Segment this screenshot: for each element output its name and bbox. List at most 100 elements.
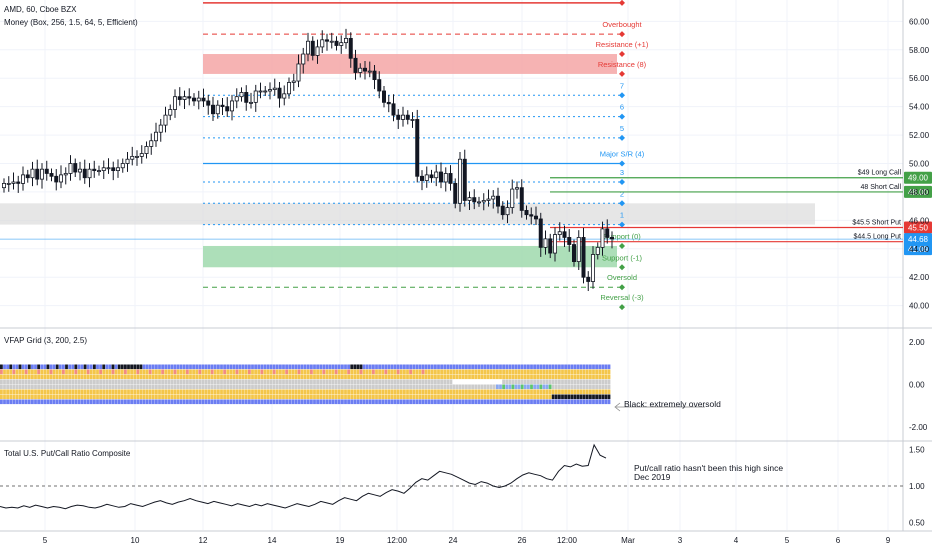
vfap-cell-2-94 [291, 374, 295, 380]
vfap-cell-2-154 [477, 374, 481, 380]
vfap-cell-3-108 [334, 379, 338, 385]
vfap-cell-6-42 [130, 394, 133, 400]
vfap-cell-4-163 [505, 384, 509, 390]
vfap-cell-3-156 [483, 379, 487, 385]
vfap-cell-7-138 [427, 399, 431, 405]
vfap-cell-6-111 [344, 394, 347, 400]
vfap-cell-6-128 [396, 394, 400, 400]
vfap-cell-4-156 [483, 384, 487, 390]
candle-body-1 [6, 183, 11, 185]
vfap-cell-2-13 [40, 374, 44, 380]
vfap-cell-1-110 [341, 369, 344, 375]
vfap-cell-5-122 [378, 389, 381, 395]
vfap-cell-6-103 [319, 394, 323, 400]
vfap-pane-title[interactable]: VFAP Grid (3, 200, 2.5) [4, 336, 88, 345]
vfap-cell-7-161 [499, 399, 502, 405]
vfap-cell-3-127 [393, 379, 397, 385]
vfap-cell-3-61 [189, 379, 192, 385]
vfap-cell-1-106 [328, 369, 332, 375]
vfap-cell-0-75 [232, 364, 236, 370]
level-marker-0 [619, 0, 625, 6]
vfap-cell-4-9 [27, 384, 31, 390]
vfap-cell-1-104 [322, 369, 326, 375]
vfap-cell-2-156 [483, 374, 487, 380]
vfap-cell-6-192 [595, 394, 598, 400]
vfap-cell-3-153 [474, 379, 478, 385]
vfap-cell-7-178 [551, 399, 555, 405]
vfap-cell-1-196 [607, 369, 611, 375]
vfap-cell-0-143 [443, 364, 447, 370]
vfap-cell-4-33 [102, 384, 106, 390]
vfap-cell-6-127 [393, 394, 397, 400]
vfap-cell-6-87 [269, 394, 273, 400]
vfap-cell-0-114 [353, 364, 357, 370]
vfap-cell-0-101 [313, 364, 316, 370]
vfap-cell-7-171 [530, 399, 533, 405]
vfap-cell-0-120 [372, 364, 375, 370]
vfap-cell-0-30 [93, 364, 96, 370]
vfap-cell-1-10 [31, 369, 34, 375]
vfap-cell-0-78 [241, 364, 245, 370]
vfap-cell-2-171 [530, 374, 533, 380]
vfap-cell-2-42 [130, 374, 133, 380]
vfap-cell-1-189 [585, 369, 589, 375]
vfap-cell-5-16 [49, 389, 53, 395]
vfap-cell-6-184 [570, 394, 574, 400]
candle-body-50 [239, 92, 244, 98]
vfap-cell-3-179 [554, 379, 558, 385]
vfap-cell-1-24 [74, 369, 78, 375]
vfap-cell-1-67 [207, 369, 211, 375]
vfap-cell-5-115 [356, 389, 360, 395]
vfap-cell-2-35 [108, 374, 112, 380]
vfap-cell-5-173 [536, 389, 540, 395]
vfap-cell-3-96 [297, 379, 301, 385]
vfap-cell-1-192 [595, 369, 598, 375]
vfap-cell-1-16 [49, 369, 53, 375]
vfap-cell-0-95 [294, 364, 298, 370]
vfap-cell-7-184 [570, 399, 574, 405]
vfap-cell-3-165 [511, 379, 515, 385]
vfap-cell-4-103 [319, 384, 323, 390]
vfap-cell-5-42 [130, 389, 133, 395]
vfap-cell-4-145 [449, 384, 453, 390]
vfap-cell-0-135 [418, 364, 422, 370]
vfap-cell-4-168 [520, 384, 524, 390]
vfap-cell-0-100 [310, 364, 313, 370]
indicator-info[interactable]: Money (Box, 256, 1.5, 64, 5, Efficient) [4, 18, 138, 27]
level-label-13: Oversold [607, 273, 637, 282]
vfap-cell-0-103 [319, 364, 323, 370]
vfap-cell-6-163 [505, 394, 509, 400]
vfap-cell-6-56 [173, 394, 177, 400]
vfap-cell-1-127 [393, 369, 397, 375]
vfap-cell-1-158 [489, 369, 493, 375]
vfap-cell-2-11 [34, 374, 37, 380]
vfap-cell-3-22 [68, 379, 71, 385]
vfap-cell-4-110 [341, 384, 344, 390]
candle-body-54 [258, 90, 263, 93]
vfap-cell-7-176 [545, 399, 549, 405]
vfap-cell-4-106 [328, 384, 332, 390]
vfap-cell-6-95 [294, 394, 298, 400]
vfap-cell-0-126 [390, 364, 394, 370]
vfap-cell-7-135 [418, 399, 422, 405]
vfap-cell-7-147 [455, 399, 459, 405]
vfap-cell-5-61 [189, 389, 192, 395]
vfap-cell-2-112 [347, 374, 350, 380]
vfap-cell-5-138 [427, 389, 431, 395]
vfap-cell-0-130 [403, 364, 406, 370]
vfap-cell-2-163 [505, 374, 509, 380]
vfap-cell-6-121 [375, 394, 378, 400]
vfap-cell-3-90 [279, 379, 282, 385]
putcall-pane-title[interactable]: Total U.S. Put/Call Ratio Composite [4, 449, 131, 458]
vfap-cell-6-118 [365, 394, 369, 400]
symbol-info[interactable]: AMD, 60, Cboe BZX [4, 5, 77, 14]
vfap-cell-3-49 [151, 379, 155, 385]
vfap-cell-4-100 [310, 384, 313, 390]
vfap-cell-2-21 [65, 374, 68, 380]
vfap-cell-0-72 [223, 364, 226, 370]
vfap-cell-0-97 [300, 364, 304, 370]
vfap-cell-4-104 [322, 384, 326, 390]
candle-body-7 [35, 168, 40, 180]
vfap-cell-1-23 [71, 369, 75, 375]
